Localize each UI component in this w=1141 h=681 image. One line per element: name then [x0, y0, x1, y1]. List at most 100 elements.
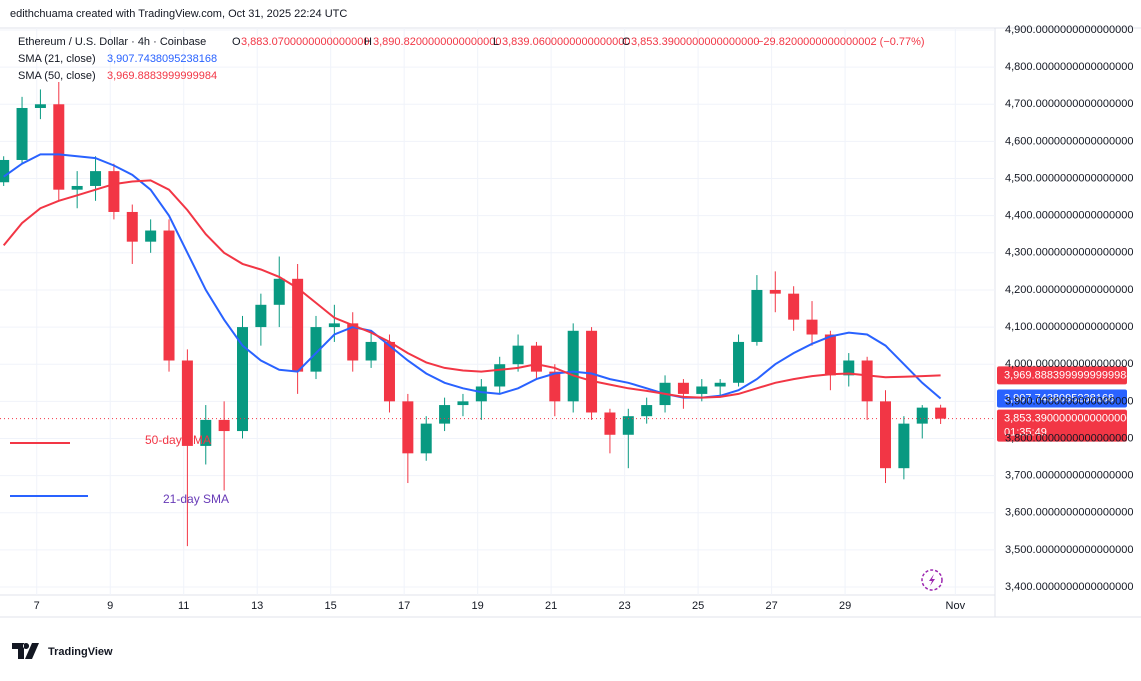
icon-bolt	[929, 574, 935, 586]
ohlc-key: L	[493, 36, 499, 48]
annotation: 21-day SMA	[163, 492, 229, 506]
candle-body	[769, 289, 781, 294]
candle-body	[310, 327, 322, 372]
candle-body	[457, 401, 469, 406]
candle-body	[641, 405, 653, 417]
logo-mark	[12, 643, 39, 659]
candle-body	[677, 382, 689, 394]
candle-body	[788, 293, 800, 320]
candle-body	[145, 230, 157, 242]
candle-body	[751, 289, 763, 342]
y-tick-label: 3,400.0000000000000000	[1005, 581, 1133, 593]
x-tick-label: Nov	[946, 600, 966, 612]
legend-name: SMA (21, close)	[18, 53, 96, 65]
x-tick-label: 15	[325, 600, 337, 612]
candle-body	[218, 419, 230, 432]
candle-body	[880, 401, 892, 469]
candle-body	[0, 159, 10, 183]
candle-body	[549, 371, 561, 402]
legend-value: 3,969.8883999999984	[107, 70, 217, 82]
y-tick-label: 3,600.0000000000000000	[1005, 507, 1133, 519]
y-tick-label: 4,400.0000000000000000	[1005, 210, 1133, 222]
candle-body	[935, 407, 947, 419]
candle-body	[292, 278, 304, 372]
x-tick-label: 17	[398, 600, 410, 612]
y-tick-label: 4,600.0000000000000000	[1005, 135, 1133, 147]
candle-body	[733, 341, 745, 383]
x-tick-label: 7	[34, 600, 40, 612]
candle-body	[861, 360, 873, 402]
price-tag-label: 3,969.8883999999999984	[1004, 369, 1132, 381]
y-tick-label: 3,700.0000000000000000	[1005, 470, 1133, 482]
logo	[12, 643, 39, 659]
price-tag-label: 3,907.7438095238168	[1004, 392, 1114, 404]
candle-body	[71, 185, 83, 190]
candle-body	[328, 323, 340, 328]
candle-body	[237, 327, 249, 432]
candle-body	[806, 319, 818, 335]
last-price-label: 3,853.3900000000000000	[1004, 413, 1132, 425]
y-tick-label: 3,500.0000000000000000	[1005, 544, 1133, 556]
price-tag	[997, 366, 1127, 385]
x-tick-label: 21	[545, 600, 557, 612]
candle-body	[53, 104, 65, 190]
legend-name: SMA (50, close)	[18, 70, 96, 82]
candle-body	[90, 171, 102, 186]
candle-body	[200, 419, 212, 446]
annotation: 50-day SMA	[145, 433, 211, 447]
sma-line	[2, 179, 941, 399]
candle-body	[439, 405, 451, 424]
x-tick-label: 19	[472, 600, 484, 612]
plot	[0, 81, 947, 547]
y-tick-label: 4,500.0000000000000000	[1005, 172, 1133, 184]
ohlc-key: O	[232, 36, 241, 48]
candle-body	[126, 211, 138, 242]
candle-body	[824, 334, 836, 376]
candle-body	[347, 323, 359, 361]
candle-body	[16, 107, 28, 160]
candle-body	[383, 341, 395, 402]
candle-body	[475, 386, 487, 402]
candle-body	[108, 171, 120, 212]
y-tick-label: 4,800.0000000000000000	[1005, 61, 1133, 73]
y-tick-label: 3,800.0000000000000000	[1005, 432, 1133, 444]
chart-title: Ethereum / U.S. Dollar · 4h · Coinbase	[18, 36, 206, 48]
countdown: 01:35:49	[1004, 427, 1047, 439]
x-tick-label: 23	[619, 600, 631, 612]
candle-body	[567, 330, 579, 402]
y-tick-label: 3,900.0000000000000000	[1005, 395, 1133, 407]
candle-body	[512, 345, 524, 365]
last-price-tag	[997, 409, 1127, 442]
x-tick-label: 9	[107, 600, 113, 612]
price-tag	[997, 389, 1127, 408]
candle-body	[494, 364, 506, 387]
attribution: edithchuama created with TradingView.com…	[10, 8, 347, 20]
candle-body	[530, 345, 542, 372]
y-tick-label: 4,700.0000000000000000	[1005, 98, 1133, 110]
x-tick-label: 13	[251, 600, 263, 612]
candle-body	[273, 278, 285, 305]
y-tick-label: 4,200.0000000000000000	[1005, 284, 1133, 296]
overlay: 3,969.8883999999999984 3,907.743809523816…	[0, 366, 1132, 506]
ohlc-value: 3,853.3900000000000000	[631, 36, 759, 48]
candle-body	[255, 304, 267, 328]
x-tick-label: 11	[178, 600, 189, 612]
candle-body	[365, 341, 377, 361]
candle-body	[402, 401, 414, 454]
candle-body	[181, 360, 193, 446]
sma-line	[3, 153, 942, 400]
y-tick-label: 4,300.0000000000000000	[1005, 247, 1133, 259]
change: −29.8200000000000002 (−0.77%)	[757, 36, 925, 48]
ohlc-value: 3,890.8200000000000000	[373, 36, 501, 48]
candle-body	[696, 386, 708, 394]
candle-body	[604, 412, 616, 435]
candle-body	[163, 230, 175, 361]
candle-body	[843, 360, 855, 376]
candle-body	[916, 407, 928, 424]
candle-body	[622, 416, 634, 435]
replay-icon[interactable]	[921, 569, 943, 591]
y-tick-label: 4,900.0000000000000000	[1005, 24, 1133, 36]
branding: TradingView	[48, 646, 113, 658]
